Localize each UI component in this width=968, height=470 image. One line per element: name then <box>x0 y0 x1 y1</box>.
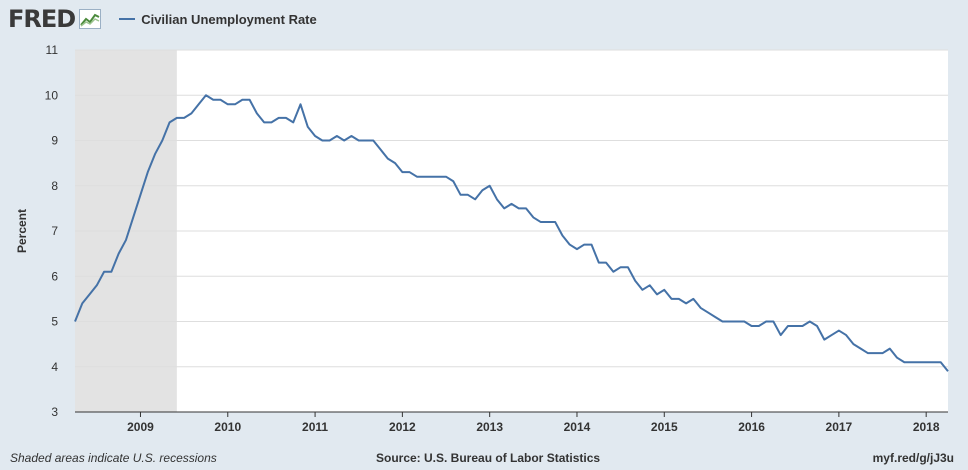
fred-logo[interactable]: FRED <box>8 5 76 33</box>
y-tick-label: 6 <box>51 269 58 283</box>
y-tick-label: 10 <box>45 88 59 102</box>
x-tick-label: 2016 <box>738 420 765 434</box>
legend-swatch <box>119 18 136 20</box>
x-tick-label: 2009 <box>127 420 154 434</box>
y-tick-label: 9 <box>51 134 58 148</box>
trend-chart-icon <box>79 9 102 29</box>
chart-header: FRED Civilian Unemployment Rate <box>8 5 317 33</box>
x-tick-label: 2015 <box>651 420 678 434</box>
x-tick-label: 2012 <box>389 420 416 434</box>
series-line <box>74 94 949 372</box>
chart-legend[interactable]: Civilian Unemployment Rate <box>119 12 317 27</box>
y-axis-label: Percent <box>15 209 29 253</box>
y-tick-label: 4 <box>51 360 58 374</box>
y-tick-label: 3 <box>51 405 58 419</box>
x-tick-label: 2010 <box>214 420 241 434</box>
legend-label: Civilian Unemployment Rate <box>141 11 317 27</box>
short-url-link[interactable]: myf.red/g/jJ3u <box>872 451 954 465</box>
y-tick-label: 7 <box>51 224 58 238</box>
recession-note: Shaded areas indicate U.S. recessions <box>10 451 217 465</box>
source-credit: Source: U.S. Bureau of Labor Statistics <box>376 451 601 465</box>
x-tick-label: 2017 <box>826 420 853 434</box>
y-tick-label: 11 <box>46 43 59 57</box>
x-tick-label: 2014 <box>564 420 591 434</box>
y-tick-label: 5 <box>51 315 58 329</box>
x-tick-label: 2011 <box>302 420 328 434</box>
x-tick-label: 2013 <box>476 420 503 434</box>
x-tick-label: 2018 <box>913 420 940 434</box>
y-tick-label: 8 <box>51 179 58 193</box>
